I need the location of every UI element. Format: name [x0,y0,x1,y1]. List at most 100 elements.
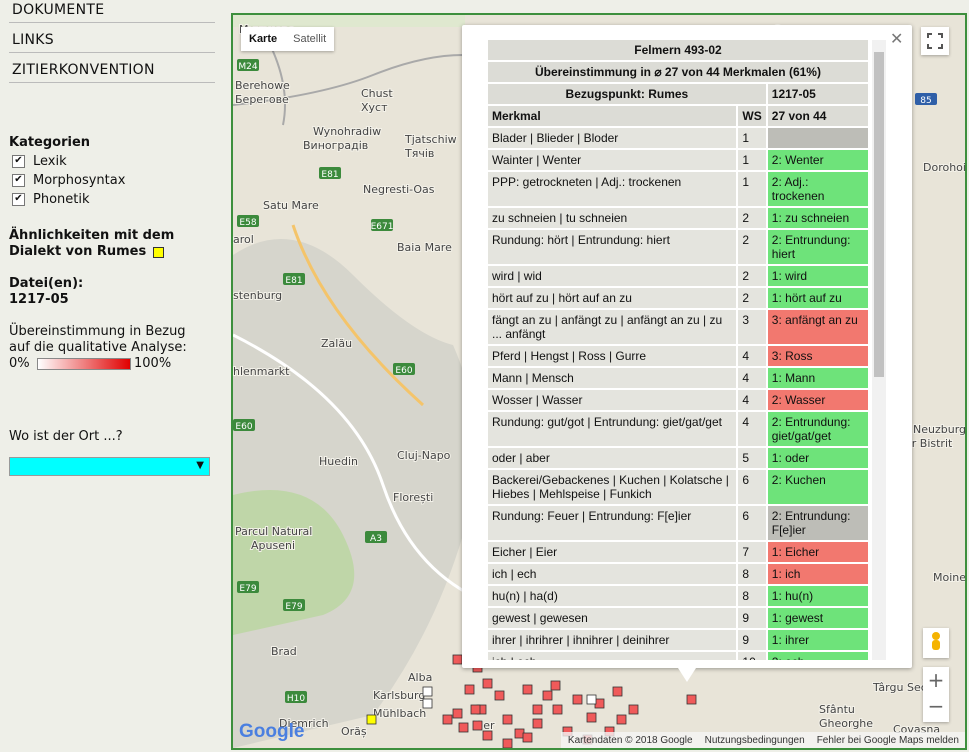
column-header: WS [738,106,768,126]
checkbox[interactable]: ✔ [12,193,25,206]
feature-cell: gewest | gewesen [488,608,739,628]
map-tab[interactable]: Karte [249,33,278,45]
place-marker [612,686,623,697]
ws-cell: 9 [738,630,768,650]
road-label: M24 [238,62,257,72]
checkbox[interactable]: ✔ [12,155,25,168]
where-label: Wo ist der Ort ...? [9,429,123,444]
reference-point: Bezugspunkt: Rumes [488,84,768,104]
feature-cell: fängt an zu | anfängt zu | anfängt an zu… [488,310,739,344]
place-marker [522,732,533,743]
feature-cell: hört auf zu | hört auf an zu [488,288,739,308]
road [291,224,425,407]
report-link[interactable]: Fehler bei Google Maps melden [816,734,959,746]
place-label: Brad [271,645,297,658]
ws-cell: 6 [738,506,768,540]
categories-title: Kategorien [9,135,91,150]
sidebar: DOKUMENTE LINKS ZITIERKONVENTION Kategor… [0,0,215,752]
place-marker [542,690,553,701]
answer-cell: 1: oder [767,448,868,468]
scrollbar[interactable] [872,40,886,660]
road-shield [283,599,305,611]
place-marker [472,720,483,731]
place-label: Satu Mare [263,199,319,212]
legend-text: Übereinstimmung in Bezug [9,324,186,339]
close-button[interactable]: ✕ [890,29,904,48]
place-label: Negresti-Oas [363,183,435,196]
popup-subtitle: Übereinstimmung in ⌀ 27 von 44 Merkmalen… [488,62,868,82]
feature-cell: Blader | Blieder | Bloder [488,128,739,148]
table-row: Pferd | Hengst | Ross | Gurre 4 3: Ross [488,346,868,366]
answer-cell: 1: ich [767,564,868,584]
place-marker [422,686,433,697]
nav-link[interactable]: LINKS [9,30,215,53]
map-tab[interactable]: Satellit [293,33,327,45]
fullscreen-button[interactable] [921,27,949,55]
place-marker [464,684,475,695]
similarity-title: Ähnlichkeiten mit dem [9,228,175,243]
map-footer: Kartendaten © 2018 Google Nutzungsbeding… [561,732,965,748]
answer-cell: 1: gewest [767,608,868,628]
table-row: Wosser | Wasser 4 2: Wasser [488,390,868,410]
place-label: Dorohoi [923,161,965,174]
popup-title: Felmern 493-02 [488,40,868,60]
zoom-control[interactable]: + − [923,667,949,722]
similarity-title: Dialekt von Rumes [9,244,147,259]
place-label: Sfântu [819,703,855,716]
road-shield [237,581,259,593]
road-shield [283,273,305,285]
place-marker [470,704,481,715]
road-shield [237,59,259,71]
info-window: ✕ Felmern 493-02 Übereinstimmung in ⌀ 27… [462,25,912,682]
place-label: Alba [408,671,432,684]
answer-cell: 1: ihrer [767,630,868,650]
scrollbar-thumb[interactable] [874,52,884,377]
place-label: Baia Mare [397,241,452,254]
ws-cell: 7 [738,542,768,562]
checkbox[interactable]: ✔ [12,174,25,187]
place-marker [458,722,469,733]
table-row: Wainter | Wenter 1 2: Wenter [488,150,868,170]
place-label: Berehowe [235,79,290,92]
ws-cell: 1 [738,150,768,170]
street-view[interactable] [923,628,949,658]
place-label: Chust [361,87,393,100]
ws-cell: 2 [738,288,768,308]
feature-cell: PPP: getrockneten | Adj.: trockenen [488,172,739,206]
place-label: Gheorghe [819,717,873,730]
info-content: Felmern 493-02 Übereinstimmung in ⌀ 27 v… [488,40,884,660]
answer-cell: 2: Wenter [767,150,868,170]
feature-cell: ihrer | ihrihrer | ihnihrer | deinihrer [488,630,739,650]
terms-link[interactable]: Nutzungsbedingungen [704,734,805,746]
place-marker [494,690,505,701]
answer-cell: 2: Adj.: trockenen [767,172,868,206]
place-label: Берегове [235,93,289,106]
answer-cell: 2: Kuchen [767,470,868,504]
ws-cell: 5 [738,448,768,468]
ws-cell: 3 [738,310,768,344]
place-label: Huedin [319,455,358,468]
feature-cell: Eicher | Eier [488,542,739,562]
place-marker [502,714,513,725]
feature-cell: Wosser | Wasser [488,390,739,410]
answer-cell: 2: Entrundung: giet/gat/get [767,412,868,446]
table-row: Blader | Blieder | Bloder 1 [488,128,868,148]
nav-link[interactable]: DOKUMENTE [9,0,215,23]
legend-text: auf die qualitative Analyse: [9,340,187,355]
feature-cell: Backerei/Gebackenes | Kuchen | Kolatsche… [488,470,739,504]
road-label: E81 [321,170,338,180]
category-label: Phonetik [33,192,90,207]
table-row: Mann | Mensch 4 1: Mann [488,368,868,388]
place-label: hlenmarkt [233,365,290,378]
nav-link[interactable]: ZITIERKONVENTION [9,60,215,83]
answer-cell: 1: Mann [767,368,868,388]
ws-cell: 8 [738,564,768,584]
table-row: hört auf zu | hört auf an zu 2 1: hört auf… [488,288,868,308]
place-select[interactable]: ▼ [9,457,210,476]
place-label: Diemrich [279,717,329,730]
table-row: ich | ech102: ech [488,652,868,660]
table-row: oder | aber 5 1: oder [488,448,868,468]
legend-gradient [37,358,131,370]
table-row: Rundung: hört | Entrundung: hiert 2 2: Ent… [488,230,868,264]
place-label: Cluj-Napo [397,449,451,462]
